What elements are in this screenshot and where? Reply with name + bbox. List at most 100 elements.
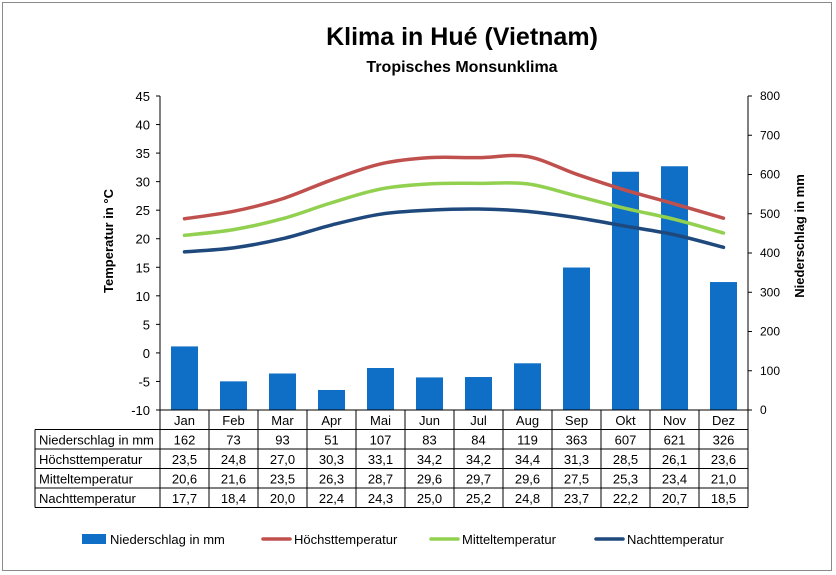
table-cell: 93 — [275, 433, 289, 448]
table-cell: 20,0 — [270, 491, 295, 506]
mean-temperature-line — [182, 181, 726, 238]
category-label: Apr — [321, 413, 342, 428]
table-cell: 33,1 — [368, 452, 393, 467]
precipitation-bar — [269, 373, 296, 410]
left-tick-label: 40 — [136, 118, 150, 133]
table-row-label: Mitteltemperatur — [39, 472, 134, 487]
precipitation-bar — [171, 346, 198, 410]
category-label: Feb — [222, 413, 244, 428]
left-axis-ticks: 45 40 35 30 25 20 15 10 5 0 -5 -10 — [131, 89, 160, 418]
precipitation-bar — [563, 267, 590, 410]
table-cell: 363 — [566, 433, 588, 448]
table-cell: 162 — [174, 433, 196, 448]
table-cell: 26,3 — [319, 472, 344, 487]
table-cell: 28,5 — [613, 452, 638, 467]
table-cell: 24,8 — [515, 491, 540, 506]
right-tick-label: 700 — [760, 128, 780, 142]
table-cell: 27,0 — [270, 452, 295, 467]
precipitation-bar — [220, 381, 247, 410]
left-tick-label: 0 — [143, 346, 150, 361]
table-cell: 34,2 — [417, 452, 442, 467]
left-tick-label: 5 — [143, 317, 150, 332]
legend-label: Niederschlag in mm — [110, 532, 225, 547]
table-row-label: Höchsttemperatur — [39, 452, 143, 467]
temperature-lines — [182, 153, 726, 254]
table-cell: 25,0 — [417, 491, 442, 506]
table-cell: 26,1 — [662, 452, 687, 467]
table-cell: 31,3 — [564, 452, 589, 467]
precipitation-bar — [367, 368, 394, 410]
table-cell: 22,4 — [319, 491, 344, 506]
table-cell: 29,7 — [466, 472, 491, 487]
precipitation-bar — [514, 363, 541, 410]
table-cell: 621 — [664, 433, 686, 448]
legend-label: Mitteltemperatur — [462, 532, 557, 547]
right-tick-label: 100 — [760, 364, 780, 378]
high-temperature-line — [182, 153, 726, 221]
table-cell: 119 — [517, 433, 538, 448]
table-cell: 21,0 — [711, 472, 736, 487]
table-cell: 18,5 — [711, 491, 736, 506]
category-label: Dez — [712, 413, 735, 428]
table-cell: 18,4 — [221, 491, 246, 506]
table-cell: 23,5 — [270, 472, 295, 487]
left-axis-title: Temperatur in °C — [101, 188, 116, 293]
category-label: Okt — [615, 413, 636, 428]
table-cell: 83 — [422, 433, 436, 448]
right-tick-label: 400 — [760, 246, 780, 260]
right-tick-label: 800 — [760, 89, 780, 103]
table-cell: 27,5 — [564, 472, 589, 487]
category-label: Mai — [370, 413, 391, 428]
precipitation-bar — [710, 282, 737, 410]
table-cell: 73 — [226, 433, 240, 448]
table-cell: 107 — [370, 433, 392, 448]
right-axis-ticks: 800 700 600 500 400 300 200 100 0 — [748, 89, 780, 417]
table-cell: 25,3 — [613, 472, 638, 487]
table-cell: 29,6 — [417, 472, 442, 487]
table-cell: 34,2 — [466, 452, 491, 467]
table-cell: 326 — [713, 433, 735, 448]
table-cell: 607 — [615, 433, 637, 448]
left-tick-label: 30 — [136, 175, 150, 190]
table-cell: 21,6 — [221, 472, 246, 487]
category-label: Sep — [565, 413, 588, 428]
table-cell: 84 — [471, 433, 485, 448]
left-tick-label: 10 — [136, 289, 150, 304]
category-label: Mar — [271, 413, 294, 428]
chart-title: Klima in Hué (Vietnam) — [326, 23, 598, 51]
table-cell: 23,7 — [564, 491, 589, 506]
left-tick-label: 45 — [136, 89, 150, 104]
precipitation-bars — [171, 166, 737, 410]
table-row-label: Niederschlag in mm — [39, 433, 154, 448]
left-tick-label: -5 — [138, 374, 150, 389]
table-cell: 22,2 — [613, 491, 638, 506]
category-label: Jul — [470, 413, 487, 428]
left-tick-label: -10 — [131, 403, 150, 418]
category-label: Jan — [174, 413, 195, 428]
table-cell: 24,3 — [368, 491, 393, 506]
table-cell: 28,7 — [368, 472, 393, 487]
legend-label: Höchsttemperatur — [294, 532, 398, 547]
left-tick-label: 20 — [136, 232, 150, 247]
left-tick-label: 15 — [136, 260, 150, 275]
night-temperature-line — [182, 207, 726, 254]
category-label: Nov — [663, 413, 687, 428]
chart-legend: Niederschlag in mm Höchsttemperatur Mittel… — [82, 532, 724, 547]
right-tick-label: 0 — [760, 403, 767, 417]
table-cell: 25,2 — [466, 491, 491, 506]
table-cell: 34,4 — [515, 452, 540, 467]
table-cell: 20,7 — [662, 491, 687, 506]
table-cell: 23,6 — [711, 452, 736, 467]
right-tick-label: 500 — [760, 207, 780, 221]
table-cell: 24,8 — [221, 452, 246, 467]
data-table: Jan Feb Mar Apr Mai Jun Jul Aug Sep Okt Nov Dez Nied… — [34, 409, 749, 508]
table-cell: 29,6 — [515, 472, 540, 487]
right-axis-title: Niederschlag in mm — [792, 174, 807, 298]
chart-subtitle: Tropisches Monsunklima — [366, 59, 557, 76]
right-tick-label: 600 — [760, 168, 780, 182]
table-cell: 23,5 — [172, 452, 197, 467]
left-tick-label: 25 — [136, 203, 150, 218]
table-row-label: Nachttemperatur — [39, 491, 136, 506]
